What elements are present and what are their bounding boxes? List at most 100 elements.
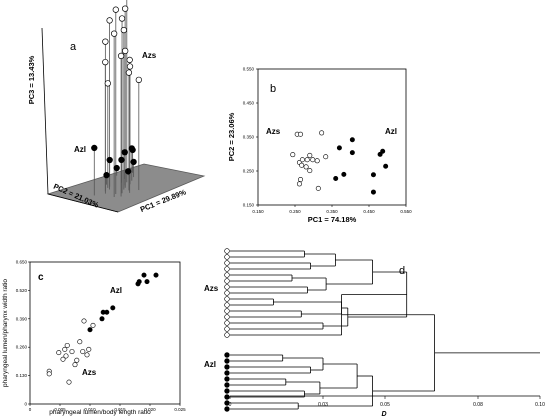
panel-d-xtick-label: 0.10 <box>535 402 545 408</box>
panel-b-point-azs-2 <box>319 130 325 136</box>
panel-c-point-azs-11 <box>77 339 83 345</box>
panel-c-point-azs-2 <box>56 350 62 356</box>
panel-b-xtick-label: 0.450 <box>363 209 375 214</box>
panel-c-point-azs-7 <box>66 379 72 385</box>
panel-c-marks <box>46 272 159 385</box>
panel-d-tree <box>230 250 540 410</box>
panel-c-point-azs-12 <box>80 349 86 355</box>
panel-a-point-azl-4 <box>125 168 132 175</box>
panel-a-point-azs-12 <box>135 76 142 83</box>
panel-b-point-azl-0 <box>349 137 355 143</box>
panel-d-leaf-azs-2 <box>224 260 230 266</box>
panel-d-dendrogram: d Azs Azl D 0 0.03 0.05 0.08 0.10 <box>204 248 545 418</box>
panel-a-point-azl-1 <box>106 156 113 164</box>
panel-b-xtick-label: 0.150 <box>252 209 264 214</box>
panel-a-point-azl-7 <box>113 164 120 172</box>
panel-c-xtick-label: 0 <box>29 407 32 412</box>
panel-b-group-label-azs: Azs <box>266 127 281 136</box>
panel-c-ytick-label: 0.390 <box>16 316 28 321</box>
panel-d-leaf-azl-23 <box>224 400 230 406</box>
panel-c-point-azl-1 <box>99 316 105 322</box>
panel-b-ytick-label: 0.450 <box>243 101 255 106</box>
panel-b-point-azl-2 <box>349 150 355 156</box>
panel-c-point-azs-13 <box>81 318 87 324</box>
panel-d-xaxis-label: D <box>381 411 386 418</box>
panel-c-ytick-label: 0 <box>24 402 27 407</box>
panel-c-ratio-scatter: c pharyngeal lumen/body length ratio pha… <box>2 260 186 417</box>
panel-d-leaf-azs-3 <box>224 266 230 272</box>
panel-b-point-azs-15 <box>296 181 302 187</box>
panel-c-point-azs-9 <box>72 362 78 368</box>
panel-b-point-azl-7 <box>341 171 347 177</box>
panel-a-point-azs-13 <box>117 52 125 60</box>
panel-b-point-azl-9 <box>370 189 376 195</box>
panel-b-xtick-label: 0.550 <box>400 209 412 214</box>
panel-c-point-azs-14 <box>84 352 90 358</box>
panel-d-leaf-azs-4 <box>224 272 230 278</box>
panel-d-leaf-azs-8 <box>224 296 230 302</box>
panel-d-leaf-azs-6 <box>224 284 230 290</box>
panel-c-group-label-azl: Azl <box>110 286 122 295</box>
panel-a-point-azl-9 <box>118 156 125 164</box>
panel-d-leaf-azs-7 <box>224 290 230 296</box>
panel-c-point-azl-8 <box>144 279 150 285</box>
panel-d-label: d <box>399 265 405 277</box>
panel-d-leaves <box>224 248 230 412</box>
panel-c-point-azs-16 <box>90 322 96 328</box>
panel-a-zaxis-label: PC3 = 13.43% <box>27 55 36 104</box>
panel-a-point-azs-15 <box>104 80 111 87</box>
panel-b-yticks: 0.150 0.250 0.350 0.450 0.550 <box>243 67 258 208</box>
panel-c-ytick-label: 0.520 <box>16 288 28 293</box>
panel-c-label: c <box>38 272 44 283</box>
panel-a-point-azs-11 <box>125 69 133 76</box>
panel-c-xtick-label: 0.025 <box>174 407 186 412</box>
panel-d-xtick-label: 0.08 <box>473 402 483 408</box>
panel-c-point-azl-0 <box>87 327 93 333</box>
panel-d-leaf-azl-15 <box>224 352 230 358</box>
panel-a-point-azl-8 <box>128 145 135 152</box>
panel-d-leaf-azs-11 <box>224 314 230 320</box>
panel-a-point-azl-3 <box>121 149 128 156</box>
panel-d-leaf-azs-0 <box>224 248 230 254</box>
panel-b-point-azl-5 <box>383 163 389 169</box>
panel-a-point-azs-9 <box>126 63 134 70</box>
panel-c-xaxis-label: pharyngeal lumen/body length ratio <box>49 409 151 416</box>
panel-c-point-azl-3 <box>104 309 110 315</box>
panel-b-plot-frame <box>257 68 407 206</box>
panel-b-point-azs-8 <box>310 157 316 163</box>
panel-a-back-wall-edge <box>41 27 49 195</box>
panel-a-point-azs-5 <box>120 26 128 34</box>
panel-b-point-azs-12 <box>303 164 309 170</box>
panel-d-leaf-azl-16 <box>224 358 230 364</box>
panel-c-point-azl-6 <box>136 279 142 285</box>
panel-a-label: a <box>70 41 77 53</box>
panel-b-ytick-label: 0.250 <box>243 169 255 174</box>
panel-c-point-azs-1 <box>46 371 52 377</box>
panel-c-ytick-label: 0.260 <box>16 345 28 350</box>
panel-a-group-label-azl: Azl <box>74 145 86 154</box>
panel-d-xtick-label: 0.03 <box>318 402 328 408</box>
panel-d-leaf-azl-21 <box>224 388 230 394</box>
panel-b-point-azs-3 <box>290 152 296 158</box>
panel-d-leaf-azs-12 <box>224 320 230 326</box>
panel-d-leaf-azl-22 <box>224 394 230 400</box>
panel-b-point-azs-7 <box>307 152 313 158</box>
panel-b-yaxis-label: PC2 = 23.06% <box>227 112 236 161</box>
panel-c-yaxis-label: pharyngeal lumen/pharynx width ratio <box>2 279 9 387</box>
panel-d-group-label-azs: Azs <box>204 284 219 293</box>
panel-b-label: b <box>270 83 276 95</box>
panel-c-point-azl-4 <box>110 305 116 311</box>
panel-c-point-azs-10 <box>74 357 80 363</box>
panel-a-point-azl-0 <box>91 144 98 152</box>
panel-c-point-azs-6 <box>64 342 70 348</box>
panel-c-point-azs-4 <box>62 346 68 352</box>
panel-b-ytick-label: 0.350 <box>243 135 255 140</box>
panel-b-ytick-label: 0.150 <box>243 203 255 208</box>
panel-b-point-azs-13 <box>307 168 313 174</box>
panel-c-ytick-label: 0.130 <box>16 373 28 378</box>
panel-c-xtick-label: 0.015 <box>114 407 126 412</box>
panel-a-point-azl-5 <box>130 158 137 166</box>
panel-c-xtick-label: 0.010 <box>84 407 96 412</box>
panel-b-point-azs-11 <box>299 162 305 168</box>
